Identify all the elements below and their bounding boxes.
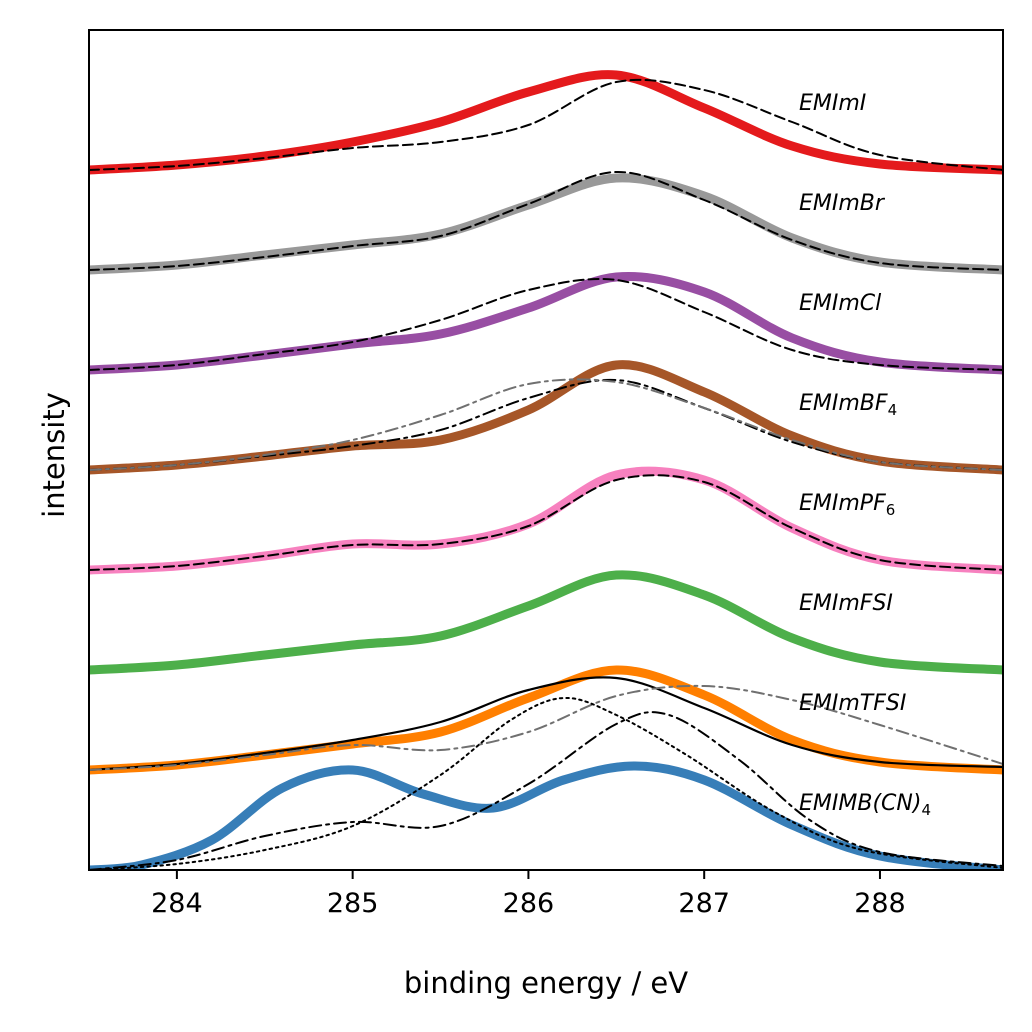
series-line-emimbf4-fit-2 <box>89 378 1003 471</box>
series-labels: EMImI EMImBr EMImCl EMImBF4 EMImPF6 EMImFSI EM… <box>799 91 931 819</box>
x-tick-label: 287 <box>678 888 730 919</box>
series-label-emimtfsi: EMImTFSI <box>799 691 906 716</box>
series-line-emimtfsi-fit <box>89 676 1003 772</box>
series-label-emimbr: EMImBr <box>799 191 886 216</box>
series-line-emimtfsi-fit-2 <box>89 684 1003 771</box>
series-label-emimb-cn-4: EMIMB(CN)4 <box>799 791 931 819</box>
x-tick-label: 288 <box>854 888 906 919</box>
series-label-emimpf6: EMImPF6 <box>799 491 895 519</box>
series-label-emimi: EMImI <box>799 91 866 116</box>
series-line-emimbr-fit <box>89 170 1003 271</box>
x-tick-label: 285 <box>327 888 379 919</box>
x-axis-title: binding energy / eV <box>404 966 688 1000</box>
plot-frame <box>88 29 1004 871</box>
x-ticks: 284 285 286 287 288 <box>151 870 906 919</box>
series-line-emimb-cn-4 <box>89 761 1003 870</box>
series-line-emimbr <box>89 173 1003 275</box>
series-line-emimb-cn-4-fit-2 <box>89 696 1003 870</box>
series-label-emimcl: EMImCl <box>799 291 881 316</box>
series-line-emimpf6-fit <box>89 474 1003 571</box>
y-axis-title: intensity <box>37 392 71 518</box>
plot-area <box>89 30 1003 870</box>
series-line-emimcl-fit <box>89 277 1003 371</box>
series-line-emimi <box>89 70 1003 175</box>
series-line-emimi-fit <box>89 78 1003 171</box>
series-layer <box>89 70 1003 870</box>
series-label-emimfsi: EMImFSI <box>799 591 893 616</box>
series-line-emimb-cn-4-fit <box>89 711 1003 870</box>
series-line-emimfsi <box>89 570 1003 675</box>
series-label-emimbf4: EMImBF4 <box>799 391 897 419</box>
x-tick-label: 286 <box>503 888 555 919</box>
x-tick-label: 284 <box>151 888 203 919</box>
